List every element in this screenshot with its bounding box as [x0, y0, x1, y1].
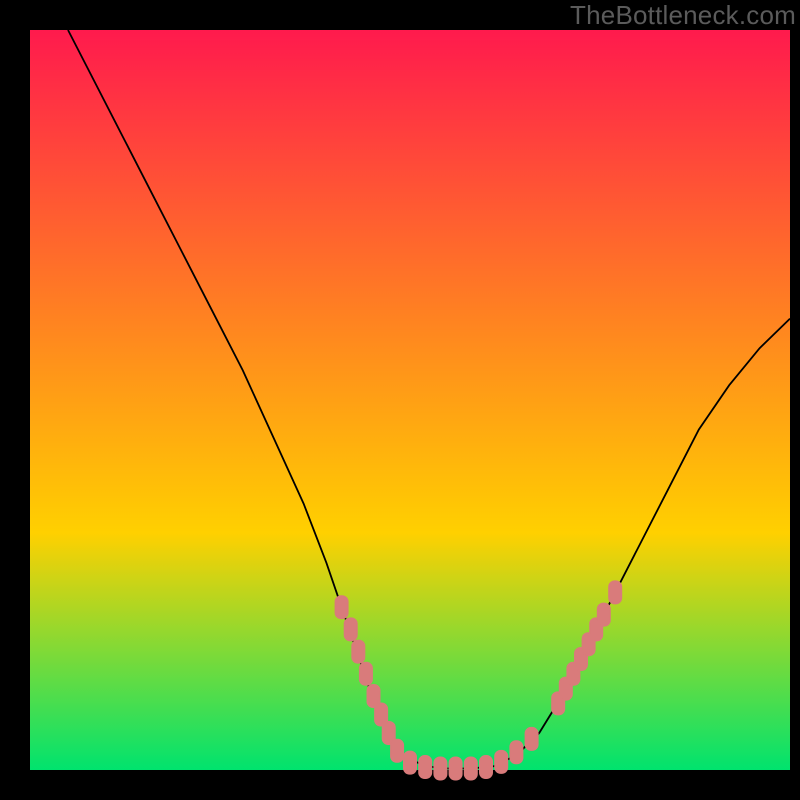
curve-marker — [344, 618, 357, 641]
watermark-text: TheBottleneck.com — [570, 0, 796, 31]
curve-marker — [480, 756, 493, 779]
curve-marker — [609, 581, 622, 604]
curve-marker — [404, 751, 417, 774]
curve-marker — [419, 756, 432, 779]
curve-marker — [495, 750, 508, 773]
curve-marker — [449, 757, 462, 780]
curve-marker — [352, 640, 365, 663]
chart-background — [30, 30, 790, 770]
curve-marker — [597, 603, 610, 626]
curve-marker — [335, 596, 348, 619]
curve-marker — [391, 739, 404, 762]
curve-marker — [525, 727, 538, 750]
curve-marker — [359, 662, 372, 685]
curve-marker — [510, 741, 523, 764]
chart-svg — [0, 0, 800, 800]
curve-marker — [464, 757, 477, 780]
bottleneck-chart: TheBottleneck.com — [0, 0, 800, 800]
curve-marker — [434, 757, 447, 780]
